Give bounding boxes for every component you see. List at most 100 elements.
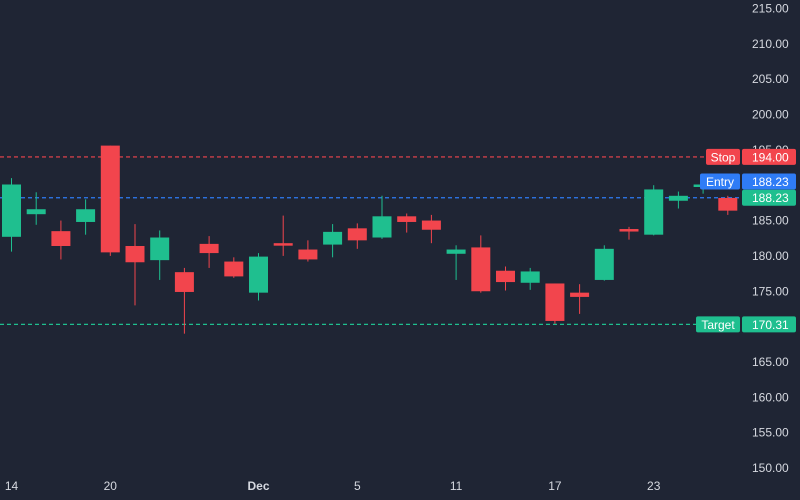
candle-body	[397, 216, 417, 222]
candle	[520, 267, 540, 290]
level-name-tag-bg	[696, 316, 740, 333]
candle	[421, 214, 441, 244]
candle	[323, 224, 343, 258]
candle-body	[668, 195, 688, 201]
entry-price-tag-bg	[742, 173, 796, 190]
target-price-tag-text: 170.31	[752, 318, 789, 332]
candle	[273, 215, 293, 256]
price-tick-label: 210.00	[752, 37, 789, 51]
candle-body	[718, 197, 738, 211]
candle-body	[125, 246, 145, 263]
price-tick-label: 205.00	[752, 72, 789, 86]
level-name-tag-text: Stop	[711, 150, 736, 164]
candle-body	[273, 243, 293, 246]
candle-body	[446, 249, 466, 254]
candle	[619, 226, 639, 240]
level-lines	[0, 156, 742, 326]
candle-body	[520, 271, 540, 283]
candle	[249, 253, 268, 301]
time-tick-label: 11	[450, 479, 463, 493]
candle-body	[199, 243, 219, 254]
candle	[51, 220, 71, 260]
candle-body	[51, 231, 71, 247]
price-tick-label: 150.00	[752, 461, 789, 475]
level-name-tag-stop: Stop	[706, 148, 740, 165]
candle	[2, 178, 21, 252]
candle	[174, 267, 194, 334]
time-tick-label: 5	[354, 479, 361, 493]
entry-price-tag-text: 188.23	[752, 175, 789, 189]
candle	[471, 235, 491, 293]
level-name-tag-text: Entry	[706, 175, 734, 189]
stop-price-tag: 194.00	[742, 148, 796, 165]
price-tick-label: 185.00	[752, 214, 789, 228]
candle-body	[323, 231, 343, 245]
candle-body	[298, 249, 318, 260]
candle-body	[421, 220, 441, 230]
last-price-tag: 188.23	[742, 189, 796, 206]
candle-body	[347, 228, 367, 241]
price-tick-label: 155.00	[752, 426, 789, 440]
candle-body	[174, 272, 194, 292]
price-tick-label: 175.00	[752, 284, 789, 298]
level-name-tag-bg	[700, 173, 740, 190]
candle-body	[471, 247, 491, 292]
level-name-tag-entry: Entry	[700, 173, 740, 190]
price-tick-label: 165.00	[752, 355, 789, 369]
candle-body	[644, 189, 664, 235]
time-tick-label: 20	[104, 479, 118, 493]
stop-price-tag-bg	[742, 148, 796, 165]
target-price-tag: 170.31	[742, 316, 796, 333]
candle	[372, 195, 392, 239]
time-tick-label: Dec	[247, 479, 269, 493]
level-tags: Stop 194.00 Entry 188.23 188.23 Target 170.31	[696, 148, 796, 333]
candle	[298, 240, 318, 262]
candle	[644, 185, 664, 236]
level-name-tag-bg	[706, 148, 740, 165]
candle	[446, 245, 466, 280]
level-name-tag-text: Target	[701, 318, 735, 332]
candle-body	[619, 229, 639, 232]
stop-price-tag-text: 194.00	[752, 150, 789, 164]
time-tick-label: 14	[5, 479, 19, 493]
candle	[199, 236, 219, 268]
price-tick-label: 215.00	[752, 1, 789, 15]
entry-price-tag: 188.23	[742, 173, 796, 190]
candle	[76, 199, 96, 235]
candle	[594, 245, 614, 281]
candle-body	[372, 216, 392, 238]
time-axis[interactable]: 14 20 Dec 5 11 17 23	[5, 479, 661, 493]
target-price-tag-bg	[742, 316, 796, 333]
time-tick-label: 23	[647, 479, 661, 493]
candle-body	[249, 256, 268, 293]
candle-body	[224, 261, 244, 277]
candle	[125, 224, 145, 306]
price-tick-label: 180.00	[752, 249, 789, 263]
candles	[2, 145, 738, 334]
candle	[397, 213, 417, 233]
candle	[668, 191, 688, 209]
time-tick-label: 17	[548, 479, 562, 493]
candle-body	[76, 209, 96, 222]
last-price-tag-bg	[742, 189, 796, 206]
candle	[26, 192, 46, 225]
price-axis[interactable]: 150.00155.00160.00165.00170.00175.00180.…	[752, 1, 789, 475]
candle	[718, 195, 738, 215]
candle	[570, 284, 590, 314]
candle	[150, 230, 170, 280]
level-name-tag-target: Target	[696, 316, 740, 333]
candle-body	[150, 237, 170, 261]
last-price-tag-text: 188.23	[752, 191, 789, 205]
candle-body	[594, 248, 614, 280]
candle-body	[570, 292, 590, 297]
candle	[545, 283, 565, 324]
candle	[347, 223, 367, 249]
candle-body	[496, 270, 515, 283]
candle-body	[100, 145, 120, 253]
price-tick-label: 200.00	[752, 108, 789, 122]
price-tick-label: 160.00	[752, 390, 789, 404]
candle-body	[2, 184, 21, 237]
candle	[224, 257, 244, 278]
candle-body	[545, 283, 565, 321]
